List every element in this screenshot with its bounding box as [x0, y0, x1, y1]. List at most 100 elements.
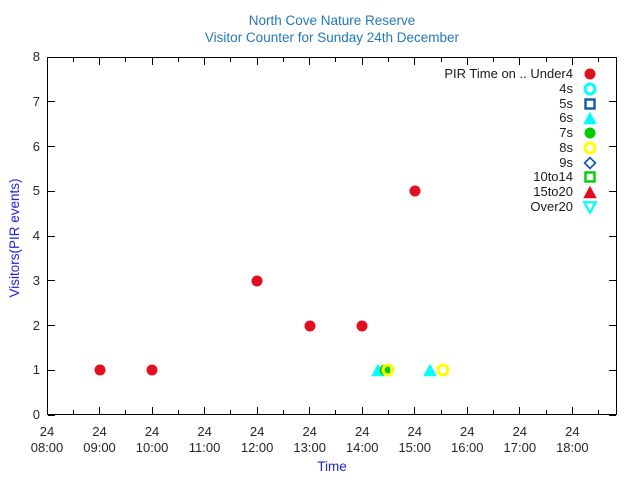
- circle-open-icon: [436, 363, 450, 377]
- y-tick-label: 7: [32, 93, 40, 109]
- x-major-tick-top: [414, 58, 416, 65]
- data-point-under4: [302, 318, 318, 334]
- x-major-tick: [204, 407, 206, 414]
- x-minor-tick: [72, 410, 74, 414]
- x-minor-tick: [177, 410, 179, 414]
- x-major-tick: [309, 407, 311, 414]
- x-major-tick: [99, 407, 101, 414]
- x-minor-tick-top: [440, 58, 442, 62]
- square-open-icon: [584, 97, 596, 110]
- x-minor-tick: [440, 410, 442, 414]
- chart-subtitle: Visitor Counter for Sunday 24th December: [204, 30, 460, 45]
- data-point-under4: [354, 318, 370, 334]
- circle-filled-icon: [584, 127, 596, 139]
- x-major-tick-top: [519, 58, 521, 65]
- y-tick-right: [609, 235, 616, 237]
- legend-label: 8s: [559, 139, 573, 155]
- x-tick-label: 24 14:00: [345, 424, 379, 455]
- y-tick-right: [609, 280, 616, 282]
- circle-filled-icon: [409, 185, 421, 197]
- x-minor-tick-top: [125, 58, 127, 62]
- y-tick-right: [609, 414, 616, 416]
- x-minor-tick-top: [177, 58, 179, 62]
- circle-filled-icon: [251, 275, 263, 287]
- y-tick-label: 5: [32, 183, 40, 199]
- circle-open-icon: [583, 82, 597, 96]
- data-point-under4: [144, 362, 160, 378]
- x-major-tick-top: [571, 58, 573, 65]
- x-minor-tick: [125, 410, 127, 414]
- y-tick: [48, 190, 55, 192]
- x-major-tick-top: [204, 58, 206, 65]
- legend-row-6s: 6s: [559, 110, 598, 126]
- circle-filled-icon: [146, 364, 158, 376]
- x-minor-tick: [387, 410, 389, 414]
- legend-row-4s: 4s: [559, 81, 598, 97]
- x-tick-label: 24 10:00: [135, 424, 169, 455]
- x-minor-tick-top: [387, 58, 389, 62]
- x-major-tick-top: [46, 58, 48, 65]
- x-minor-tick-top: [230, 58, 232, 62]
- x-minor-tick-top: [72, 58, 74, 62]
- legend-row-15to20: 15to20: [533, 184, 598, 200]
- triangle-down-open-icon: [582, 201, 598, 215]
- circle-open-icon: [583, 141, 597, 155]
- y-tick: [48, 325, 55, 326]
- circle-open-icon: [381, 363, 395, 377]
- legend-label: 7s: [559, 125, 573, 141]
- legend-label: 10to14: [533, 169, 573, 185]
- x-tick-label: 24 16:00: [450, 424, 484, 455]
- legend-row-7s: 7s: [559, 125, 598, 141]
- x-minor-tick-top: [335, 58, 337, 62]
- x-major-tick: [361, 407, 363, 414]
- x-tick-label: 24 13:00: [293, 424, 326, 455]
- x-major-tick: [151, 407, 153, 414]
- legend-label: 6s: [559, 110, 573, 126]
- legend-label: 5s: [559, 95, 573, 111]
- triangle-up-filled-icon: [422, 364, 437, 377]
- x-major-tick: [46, 407, 48, 414]
- x-minor-tick-top: [493, 58, 495, 62]
- y-tick: [48, 146, 55, 147]
- x-major-tick: [466, 407, 468, 414]
- y-tick-label: 0: [32, 407, 40, 422]
- chart-title: North Cove Nature Reserve: [248, 13, 416, 28]
- legend-row-over20: Over20: [530, 199, 598, 215]
- legend-row-8s: 8s: [559, 140, 598, 156]
- x-minor-tick: [598, 410, 600, 414]
- data-point-8s: [380, 362, 396, 378]
- y-tick: [48, 101, 55, 103]
- y-tick: [48, 414, 55, 416]
- x-major-tick: [256, 407, 258, 414]
- y-tick-label: 4: [32, 228, 40, 243]
- x-tick-label: 24 11:00: [188, 424, 221, 455]
- circle-filled-icon: [356, 320, 368, 331]
- x-minor-tick: [335, 410, 337, 414]
- x-minor-tick: [545, 410, 547, 414]
- x-major-tick-top: [466, 58, 468, 65]
- y-tick-right: [609, 101, 616, 103]
- circle-filled-icon: [584, 68, 596, 80]
- x-tick-label: 24 12:00: [240, 424, 274, 455]
- triangle-up-filled-icon: [583, 112, 597, 125]
- y-tick: [48, 56, 55, 58]
- x-major-tick: [414, 407, 416, 414]
- x-minor-tick-top: [282, 58, 284, 62]
- legend-label: 15to20: [533, 184, 573, 200]
- y-tick-label: 1: [32, 362, 40, 378]
- x-minor-tick-top: [545, 58, 547, 62]
- circle-filled-icon: [94, 364, 106, 376]
- x-major-tick-top: [256, 58, 258, 65]
- square-open-icon: [584, 171, 596, 184]
- x-major-tick-top: [309, 58, 311, 65]
- data-point-under4: [249, 273, 265, 289]
- data-point-8s: [435, 362, 451, 378]
- legend-row-10to14: 10to14: [533, 169, 598, 185]
- plot-area: [47, 57, 617, 415]
- y-tick-right: [609, 369, 616, 371]
- y-tick-right: [609, 56, 616, 58]
- x-tick-label: 24 18:00: [556, 424, 589, 455]
- x-axis-label: Time: [317, 459, 347, 474]
- y-tick-right: [609, 190, 616, 192]
